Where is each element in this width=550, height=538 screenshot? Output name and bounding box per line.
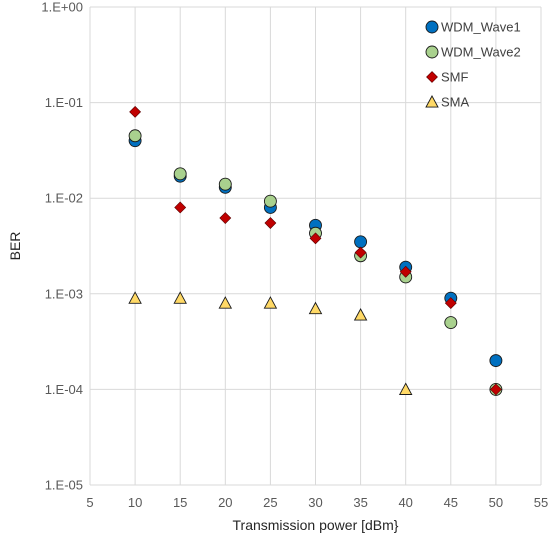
data-point: [173, 167, 187, 181]
x-tick-label: 35: [353, 495, 367, 510]
data-point: [263, 194, 277, 208]
data-point: [444, 297, 457, 309]
data-point: [128, 129, 142, 143]
x-tick-label: 40: [398, 495, 412, 510]
data-point: [354, 246, 367, 259]
legend-item: SMA: [425, 95, 470, 110]
data-point: [444, 316, 458, 330]
y-axis-title: BER: [7, 232, 23, 261]
x-axis-title: Transmission power [dBm}: [233, 517, 399, 533]
data-point: [308, 301, 323, 315]
legend-label: SMF: [441, 70, 469, 85]
data-point: [353, 308, 368, 321]
data-point: [398, 382, 413, 395]
y-tick-label: 1.E-04: [45, 382, 83, 397]
gridlines: [89, 6, 542, 486]
x-tick-label: 45: [444, 495, 458, 510]
x-tick-label: 5: [86, 495, 93, 510]
data-point: [128, 291, 142, 304]
data-point: [173, 291, 187, 304]
data-point: [174, 201, 187, 214]
y-tick-label: 1.E-02: [45, 191, 83, 206]
data-point: [264, 217, 277, 229]
x-tick-label: 15: [173, 495, 187, 510]
x-tick-label: 20: [218, 495, 232, 510]
series-smf: [129, 105, 502, 396]
data-point: [354, 235, 368, 249]
x-tick-label: 55: [534, 495, 548, 510]
diamond-marker-icon: [426, 71, 438, 83]
y-tick-label: 1.E-05: [45, 478, 83, 493]
series-sma: [128, 291, 413, 395]
circle-marker-icon: [425, 20, 439, 34]
triangle-marker-icon: [425, 95, 439, 108]
x-tick-label: 25: [263, 495, 277, 510]
x-tick-label: 10: [128, 495, 142, 510]
legend-label: WDM_Wave2: [441, 45, 521, 60]
legend-label: SMA: [441, 95, 470, 110]
data-points: [128, 105, 503, 396]
legend-item: SMF: [426, 70, 469, 85]
data-point: [129, 105, 142, 118]
x-tick-label: 50: [489, 495, 503, 510]
data-point: [218, 296, 233, 309]
y-tick-label: 1.E+00: [41, 0, 83, 15]
legend-label: WDM_Wave1: [441, 20, 521, 35]
y-tick-label: 1.E-03: [45, 286, 83, 301]
data-point: [309, 232, 322, 245]
data-point: [263, 296, 278, 309]
legend: WDM_Wave1 WDM_Wave2 SMF SMA: [425, 20, 521, 110]
legend-item: WDM_Wave2: [425, 45, 521, 60]
circle-marker-icon: [425, 45, 439, 59]
data-point: [218, 177, 232, 191]
legend-item: WDM_Wave1: [425, 20, 521, 35]
data-point: [489, 383, 502, 396]
x-tick-label: 30: [308, 495, 322, 510]
y-tick-label: 1.E-01: [45, 95, 83, 110]
data-point: [219, 212, 232, 224]
data-point: [489, 354, 503, 368]
data-point: [399, 265, 412, 278]
axes: 5 10 15 20 25 30 35 40 45 50 55 1.E-05 1.E-04 1.E-03 1…: [41, 0, 548, 510]
